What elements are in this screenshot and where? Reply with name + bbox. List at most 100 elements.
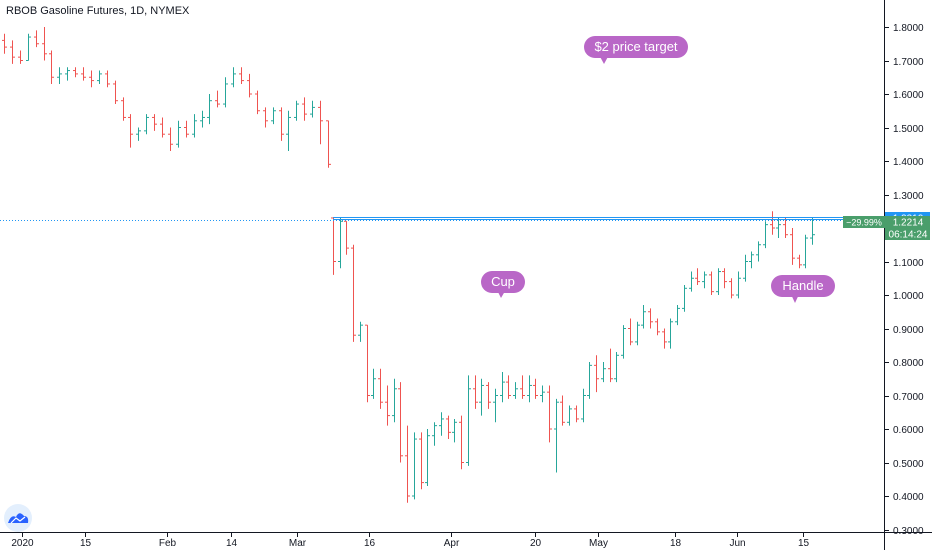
ohlc-bar [500, 372, 505, 403]
ohlc-bar [97, 70, 102, 84]
ohlc-bar [2, 33, 7, 54]
ohlc-bar [810, 217, 815, 245]
ohlc-bar [655, 318, 660, 336]
callout-cup[interactable]: Cup [481, 271, 525, 298]
ohlc-bar [560, 395, 565, 426]
ohlc-bar [689, 271, 694, 292]
ohlc-bar [263, 107, 268, 128]
ohlc-bar [493, 388, 498, 423]
ohlc-bar [513, 382, 518, 399]
x-tick-label: 2020 [11, 538, 34, 549]
ohlc-bar [18, 50, 23, 64]
ohlc-bar [255, 90, 260, 115]
ohlc-bar [57, 67, 62, 84]
ohlc-bar [466, 375, 471, 466]
ohlc-bar [326, 120, 331, 168]
ohlc-bar [506, 375, 511, 399]
ohlc-bar [554, 398, 559, 473]
ohlc-bar [520, 375, 525, 399]
ohlc-bar [574, 405, 579, 423]
tradingview-cloud-icon[interactable] [4, 504, 32, 532]
ohlc-bar [294, 100, 299, 121]
ohlc-bar [675, 305, 680, 326]
ohlc-bar [89, 70, 94, 88]
ohlc-bar [358, 321, 363, 342]
ohlc-bar [385, 385, 390, 426]
ohlc-bar [601, 362, 606, 383]
ohlc-bar [648, 308, 653, 329]
ohlc-bar [392, 378, 397, 423]
ohlc-bar [743, 254, 748, 282]
ohlc-bar [662, 328, 667, 349]
ohlc-bar [286, 110, 291, 151]
svg-text:1.2214: 1.2214 [893, 218, 924, 229]
ohlc-bar [722, 268, 727, 289]
ohlc-bar [594, 355, 599, 393]
ohlc-bar [192, 114, 197, 138]
ohlc-bar [749, 251, 754, 269]
ohlc-bar [136, 127, 141, 141]
callout-price-target[interactable]: $2 price target [584, 36, 688, 64]
x-tick-label: 15 [80, 538, 92, 549]
ohlc-bar [160, 117, 165, 138]
ohlc-bar [34, 30, 39, 48]
ohlc-bar [49, 50, 54, 84]
x-tick-label: May [589, 538, 608, 549]
ohlc-bar [682, 284, 687, 312]
ohlc-bar [608, 348, 613, 383]
svg-text:−29.99%: −29.99% [846, 218, 882, 228]
y-tick-label: 1.3000 [893, 191, 924, 202]
ohlc-bar [716, 268, 721, 295]
x-tick-label: Jun [729, 538, 745, 549]
symbol-title[interactable]: RBOB Gasoline Futures, 1D, NYMEX [6, 5, 190, 17]
callout-price-target-text: $2 price target [594, 39, 677, 54]
price-lines [0, 217, 884, 221]
x-tick-label: Feb [159, 538, 177, 549]
ohlc-bar [540, 385, 545, 403]
ohlc-bar [486, 382, 491, 409]
countdown-label: 06:14:24 [885, 228, 930, 241]
compare-price-label: 1.2214 [885, 216, 930, 229]
ohlc-bar [239, 67, 244, 84]
ohlc-bar [776, 217, 781, 239]
ohlc-bar [365, 324, 370, 403]
y-tick-label: 0.7000 [893, 392, 924, 403]
callout-cup-text: Cup [491, 274, 515, 289]
ohlc-bar [614, 351, 619, 383]
ohlc-bar [168, 127, 173, 151]
y-tick-label: 1.5000 [893, 124, 924, 135]
ohlc-bar [567, 405, 572, 426]
ohlc-bar [144, 114, 149, 135]
y-tick-label: 1.4000 [893, 157, 924, 168]
ohlc-bar [121, 97, 126, 121]
ohlc-bar [405, 425, 410, 503]
ohlc-bar [587, 362, 592, 399]
ohlc-bar [709, 271, 714, 295]
ohlc-bar [351, 244, 356, 342]
ohlc-bar [479, 378, 484, 416]
x-tick-label: 20 [530, 538, 542, 549]
ohlc-bar [200, 110, 205, 128]
ohlc-bar [73, 67, 78, 78]
ohlc-bar [459, 415, 464, 470]
y-tick-label: 1.8000 [893, 23, 924, 34]
y-tick-label: 0.4000 [893, 492, 924, 503]
y-tick-label: 0.9000 [893, 325, 924, 336]
ohlc-bar [398, 382, 403, 463]
ohlc-bar [152, 114, 157, 131]
y-tick-label: 1.7000 [893, 57, 924, 68]
time-axis[interactable]: 2020 15 Feb 14 Mar 16 Apr 20 May 18 Jun 15 [11, 533, 809, 549]
y-tick-label: 0.8000 [893, 358, 924, 369]
ohlc-bar [176, 120, 181, 148]
ohlc-bar [641, 305, 646, 329]
ohlc-bar [65, 67, 70, 81]
ohlc-bar [42, 27, 47, 61]
callout-handle[interactable]: Handle [771, 275, 835, 303]
y-tick-label: 0.5000 [893, 459, 924, 470]
ohlc-bar [533, 378, 538, 399]
ohlc-bar [279, 107, 284, 141]
x-tick-label: 18 [670, 538, 682, 549]
ohlc-bar [412, 432, 417, 500]
ohlc-bar [378, 368, 383, 409]
